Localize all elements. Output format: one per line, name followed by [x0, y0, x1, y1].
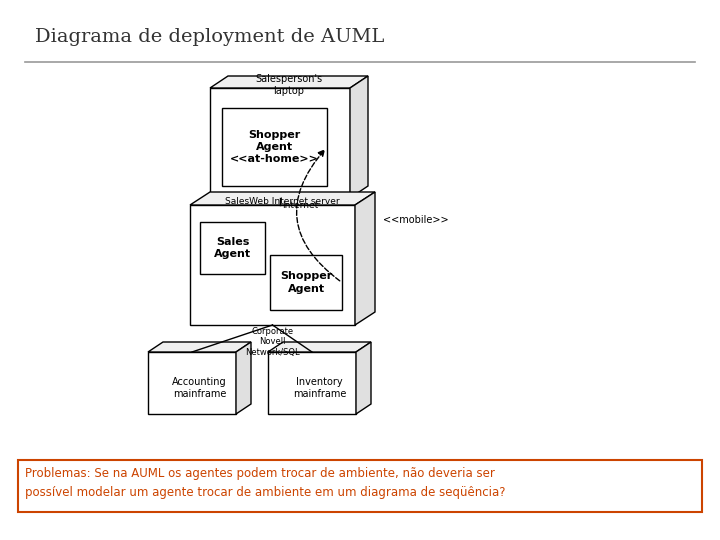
Polygon shape — [18, 460, 702, 512]
Text: Inventory
mainframe: Inventory mainframe — [293, 377, 346, 399]
Text: Shopper
Agent
<<at-home>>: Shopper Agent <<at-home>> — [230, 130, 319, 164]
Polygon shape — [268, 342, 371, 352]
FancyArrowPatch shape — [297, 150, 340, 281]
Polygon shape — [148, 352, 236, 414]
Text: Salesperson's
laptop: Salesperson's laptop — [256, 74, 323, 96]
Text: Sales
Agent: Sales Agent — [214, 237, 251, 259]
Text: Internet: Internet — [282, 201, 318, 210]
Text: SalesWeb Internet server: SalesWeb Internet server — [225, 197, 340, 206]
Polygon shape — [270, 255, 342, 310]
Polygon shape — [210, 76, 368, 88]
Polygon shape — [268, 352, 356, 414]
Polygon shape — [355, 192, 375, 325]
Text: Corporate
Novell
Network/SQL: Corporate Novell Network/SQL — [246, 327, 300, 357]
Polygon shape — [236, 342, 251, 414]
Text: Problemas: Se na AUML os agentes podem trocar de ambiente, não deveria ser
possí: Problemas: Se na AUML os agentes podem t… — [25, 467, 505, 499]
Polygon shape — [356, 342, 371, 414]
Polygon shape — [210, 88, 350, 198]
Polygon shape — [148, 342, 251, 352]
Text: Shopper
Agent: Shopper Agent — [280, 271, 332, 294]
Polygon shape — [200, 222, 265, 274]
Polygon shape — [190, 205, 355, 325]
Polygon shape — [222, 108, 327, 186]
Polygon shape — [350, 76, 368, 198]
Text: Accounting
mainframe: Accounting mainframe — [172, 377, 227, 399]
Text: Diagrama de deployment de AUML: Diagrama de deployment de AUML — [35, 28, 384, 46]
Polygon shape — [190, 192, 375, 205]
Text: <<mobile>>: <<mobile>> — [383, 215, 449, 225]
